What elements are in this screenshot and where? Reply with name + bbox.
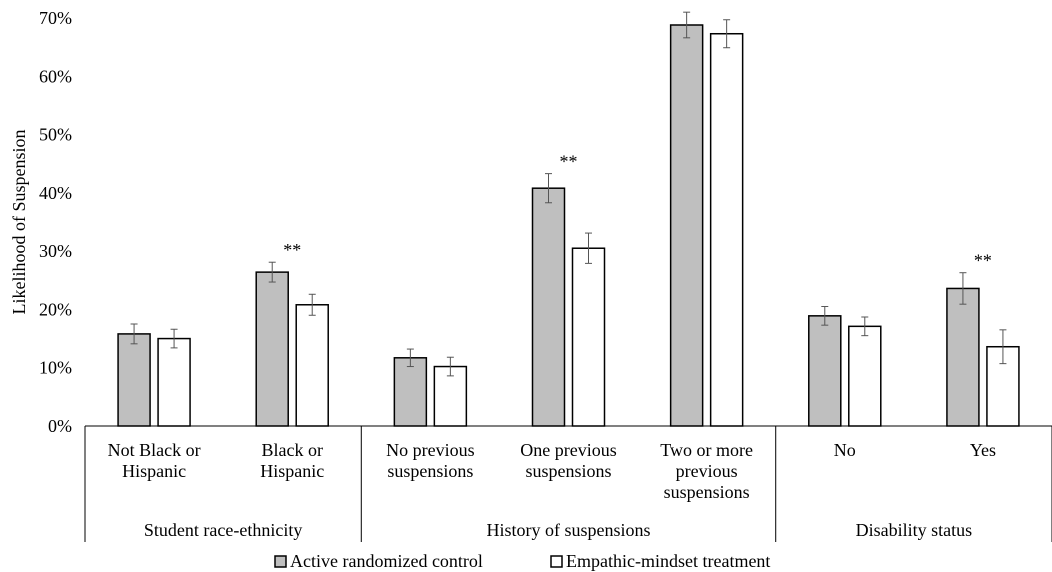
bar-treatment (571, 247, 606, 427)
y-tick-label: 40% (39, 183, 72, 203)
bar-treatment (433, 365, 468, 427)
bar-control (393, 357, 428, 427)
legend-swatch (274, 555, 287, 568)
error-bar (170, 328, 178, 349)
category-label: Not Black or Hispanic (108, 440, 201, 481)
y-tick-label: 60% (39, 66, 72, 86)
significance-marker: ** (974, 251, 992, 271)
error-bar (585, 232, 592, 264)
category-label-line: Black or (261, 440, 322, 460)
y-tick-label: 70% (39, 8, 72, 28)
bar-control (946, 287, 980, 427)
category-label-line: Hispanic (122, 461, 186, 481)
category-label-line: One previous (520, 440, 616, 460)
y-tick-labels: 0% 10% 20% 30% 40% 50% 60% 70% (39, 8, 72, 436)
significance-marker: ** (283, 240, 301, 260)
error-bar (723, 19, 731, 49)
error-bar (683, 11, 691, 39)
category-label-line: suspensions (525, 461, 611, 481)
bar-control (808, 315, 842, 427)
category-label-line: suspensions (664, 482, 750, 502)
error-bars (130, 11, 1007, 377)
legend: Active randomized control Empathic-mindse… (274, 551, 770, 571)
error-bar (545, 173, 552, 204)
significance-markers: ** ** ** (283, 152, 992, 271)
bar-treatment (157, 337, 191, 427)
group-label: Disability status (856, 520, 973, 540)
category-label-line: Not Black or (108, 440, 201, 460)
error-bar (268, 261, 276, 283)
axes (84, 425, 1052, 542)
bar-treatment (295, 304, 329, 427)
bar-control (531, 187, 566, 427)
significance-marker: ** (560, 152, 578, 172)
bar-treatment (848, 325, 882, 427)
category-label-line: previous (676, 461, 738, 481)
category-label-line: Two or more (660, 440, 753, 460)
category-label: Two or more previous suspensions (660, 440, 753, 502)
bar-control (669, 24, 704, 427)
error-bar (821, 306, 829, 326)
y-tick-label: 30% (39, 241, 72, 261)
category-label: One previous suspensions (520, 440, 616, 481)
error-bar (861, 316, 869, 337)
error-bar (130, 323, 138, 345)
legend-label: Empathic-mindset treatment (566, 551, 770, 571)
category-label-line: suspensions (387, 461, 473, 481)
bar-control (117, 333, 151, 427)
y-tick-label: 20% (39, 299, 72, 319)
category-label-line: No (834, 440, 856, 460)
legend-swatch (550, 555, 563, 568)
error-bar (446, 356, 454, 377)
bars (117, 24, 1020, 427)
category-label: Black or Hispanic (260, 440, 324, 481)
category-label: No previous suspensions (386, 440, 475, 481)
category-label-line: Hispanic (260, 461, 324, 481)
error-bar (308, 293, 316, 316)
bar-treatment (709, 32, 744, 427)
group-label: History of suspensions (486, 520, 650, 540)
category-label: Yes (970, 440, 996, 460)
error-bar (999, 329, 1007, 365)
error-bar (406, 348, 414, 368)
category-label-line: No previous (386, 440, 475, 460)
bar-control (255, 271, 289, 427)
y-tick-label: 50% (39, 125, 72, 145)
error-bar (959, 272, 967, 305)
legend-label: Active randomized control (290, 551, 483, 571)
category-label: No (834, 440, 856, 460)
group-label: Student race-ethnicity (144, 520, 302, 540)
y-tick-label: 0% (48, 416, 72, 436)
y-tick-label: 10% (39, 358, 72, 378)
y-axis-title: Likelihood of Suspension (9, 130, 29, 315)
group-labels: Student race-ethnicity History of suspens… (144, 520, 972, 540)
category-label-line: Yes (970, 440, 996, 460)
y-axis-title-group: Likelihood of Suspension (9, 130, 29, 315)
